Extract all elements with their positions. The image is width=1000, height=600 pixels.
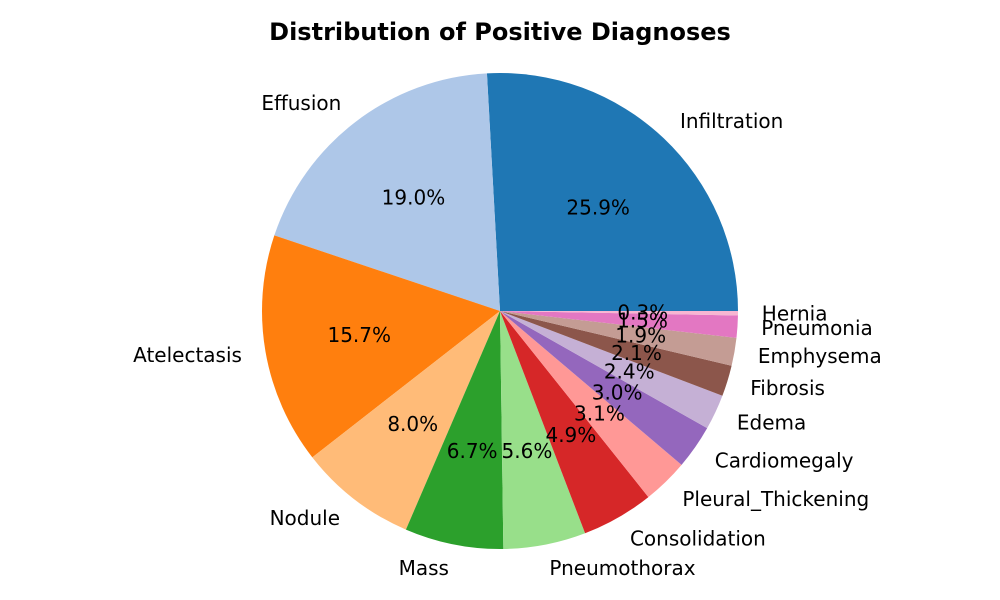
category-label-edema: Edema (737, 410, 806, 434)
percent-label-pleural-thickening: 3.1% (574, 401, 625, 425)
percent-labels: 25.9%19.0%15.7%8.0%6.7% 5.6%4.9%3.1%3.0%2… (327, 185, 668, 463)
percent-label-fibrosis: 2.1% (611, 341, 662, 365)
category-label-effusion: Effusion (261, 91, 341, 115)
pie-slice-hernia (500, 311, 738, 316)
category-label-infiltration: Infiltration (680, 109, 783, 133)
percent-label-emphysema: 1.9% (615, 324, 666, 348)
percent-label-effusion: 19.0% (382, 185, 446, 209)
category-label-pneumothorax: Pneumothorax (549, 556, 695, 580)
pie-slice-pleural-thickening (500, 311, 682, 498)
category-label-atelectasis: Atelectasis (133, 343, 242, 367)
pie-slice-effusion (274, 73, 500, 311)
category-label-nodule: Nodule (270, 506, 340, 530)
pie-slice-nodule (312, 311, 500, 530)
pie-slice-emphysema (500, 311, 737, 366)
pie-slice-fibrosis (500, 311, 732, 396)
percent-label-edema: 2.4% (604, 360, 655, 384)
pie-slice-pneumothorax (500, 311, 586, 549)
chart-title: Distribution of Positive Diagnoses (269, 18, 731, 46)
percent-label-infiltration: 25.9% (566, 195, 630, 219)
percent-label-pneumonia: 1.5% (617, 308, 668, 332)
percent-label-cardiomegaly: 3.0% (592, 381, 643, 405)
category-label-mass: Mass (399, 556, 449, 580)
percent-label-mass: 6.7% (447, 439, 498, 463)
pie-slice-edema (500, 311, 723, 429)
percent-label-atelectasis: 15.7% (327, 323, 391, 347)
pie-slice-consolidation (500, 311, 649, 534)
pie-slice-atelectasis (262, 235, 500, 458)
category-labels: Infiltration Effusion Atelectasis Nodule Mas… (133, 91, 882, 580)
pie-slice-infiltration (486, 73, 738, 311)
percent-label-nodule: 8.0% (387, 412, 438, 436)
percent-label-pneumothorax: 5.6% (502, 439, 553, 463)
category-label-emphysema: Emphysema (758, 344, 882, 368)
category-label-fibrosis: Fibrosis (750, 376, 825, 400)
category-label-hernia: Hernia (762, 301, 828, 325)
pie-slice-cardiomegaly (500, 311, 708, 465)
pie-slice-mass (405, 311, 504, 549)
category-label-consolidation: Consolidation (630, 526, 766, 550)
pie-slices (262, 73, 738, 549)
category-label-pneumonia: Pneumonia (761, 316, 873, 340)
percent-label-consolidation: 4.9% (545, 423, 596, 447)
percent-label-hernia: 0.3% (617, 300, 668, 324)
category-label-pleural-thickening: Pleural_Thickening (682, 487, 869, 511)
category-label-cardiomegaly: Cardiomegaly (715, 449, 854, 473)
pie-slice-pneumonia (500, 311, 738, 338)
